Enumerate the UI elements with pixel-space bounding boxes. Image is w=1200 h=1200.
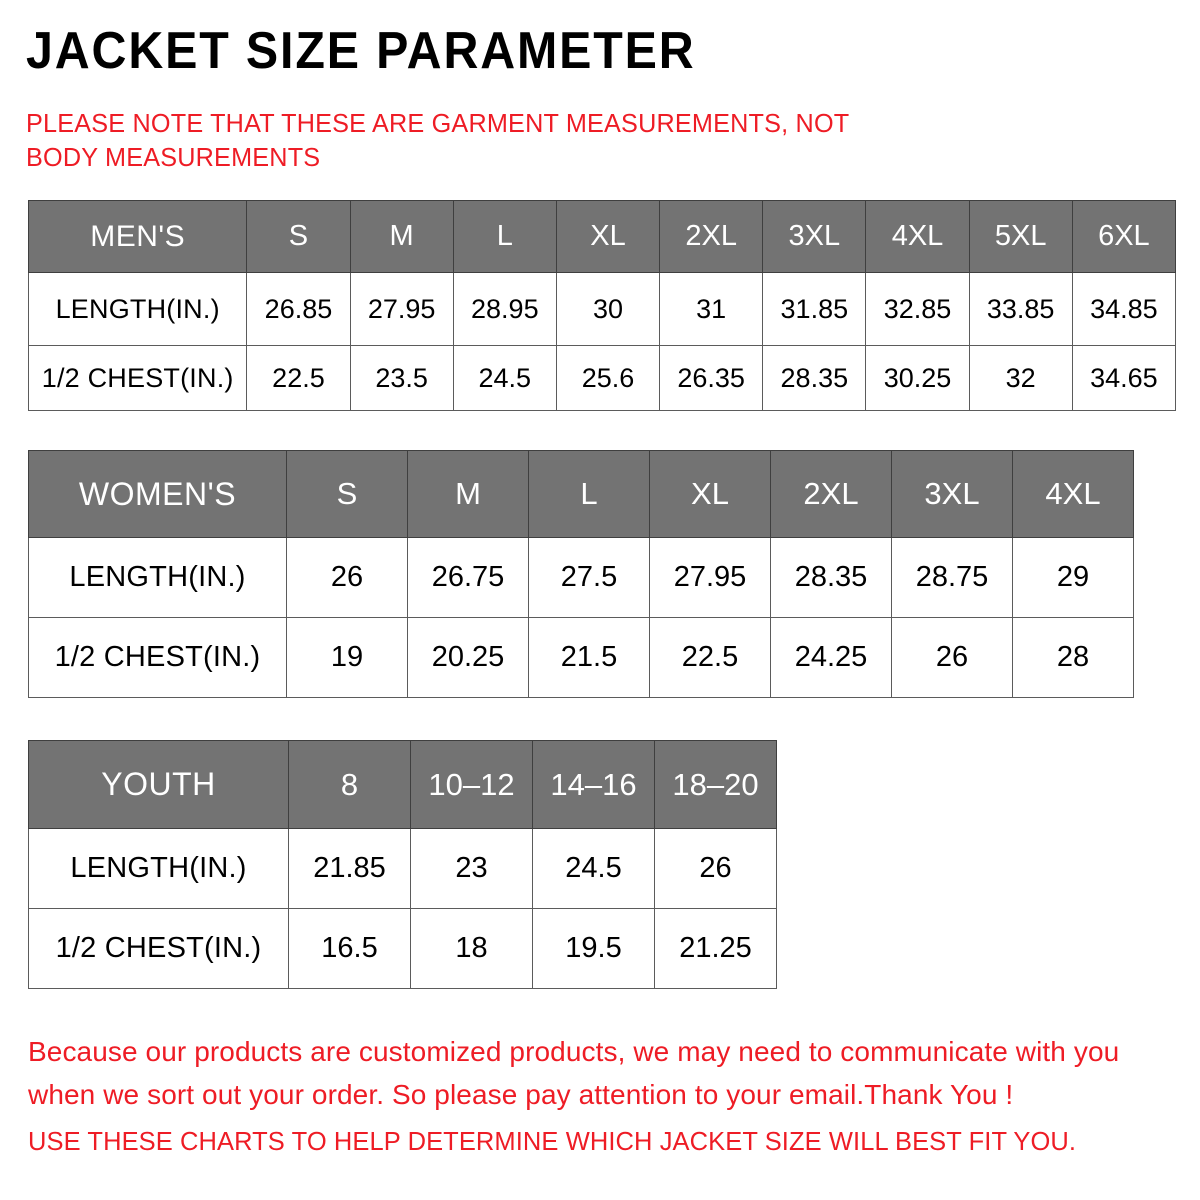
- category-header-mens: MEN'S: [27, 200, 248, 273]
- measurement-value: 31.85: [762, 272, 867, 346]
- measurement-label: LENGTH(IN.): [28, 537, 287, 618]
- size-header-2xl: 2XL: [770, 450, 892, 538]
- table-row: LENGTH(IN.) 26 26.75 27.5 27.95 28.35 28.75 29: [28, 537, 1134, 618]
- size-header-m: M: [407, 450, 529, 538]
- mens-size-table: MEN'S S M L XL 2XL 3XL 4XL 5XL 6XL LENGTH(IN.) 26.…: [27, 200, 1177, 411]
- measurement-value: 28.35: [770, 537, 892, 618]
- size-header-10-12: 10–12: [410, 740, 533, 829]
- table-header-row: MEN'S S M L XL 2XL 3XL 4XL 5XL 6XL: [27, 200, 1177, 273]
- table-header-row: YOUTH 8 10–12 14–16 18–20: [28, 740, 777, 829]
- measurement-value: 23.5: [349, 345, 454, 411]
- measurement-value: 24.5: [452, 345, 557, 411]
- measurement-value: 23: [410, 828, 533, 909]
- measurement-value: 30: [555, 272, 661, 346]
- measurement-value: 34.85: [1071, 272, 1177, 346]
- measurement-value: 21.85: [288, 828, 411, 909]
- size-header-s: S: [246, 200, 351, 273]
- page-title: JACKET SIZE PARAMETER: [26, 22, 696, 80]
- size-header-8: 8: [288, 740, 411, 829]
- size-header-xl: XL: [555, 200, 661, 273]
- size-header-m: M: [349, 200, 454, 273]
- measurement-value: 19: [286, 617, 408, 698]
- measurement-value: 30.25: [865, 345, 970, 411]
- measurement-value: 27.95: [349, 272, 454, 346]
- size-header-l: L: [452, 200, 557, 273]
- measurement-label: LENGTH(IN.): [27, 272, 248, 346]
- youth-table-body: LENGTH(IN.) 21.85 23 24.5 26 1/2 CHEST(IN.) 16…: [28, 828, 777, 989]
- measurement-value: 26.85: [246, 272, 351, 346]
- measurement-label: 1/2 CHEST(IN.): [28, 617, 287, 698]
- table-header-row: WOMEN'S S M L XL 2XL 3XL 4XL: [28, 450, 1134, 538]
- table-row: LENGTH(IN.) 26.85 27.95 28.95 30 31 31.85 32.85…: [27, 272, 1177, 346]
- size-header-4xl: 4XL: [865, 200, 970, 273]
- youth-size-table: YOUTH 8 10–12 14–16 18–20 LENGTH(IN.) 21.85 23…: [28, 740, 777, 989]
- measurement-value: 20.25: [407, 617, 529, 698]
- measurement-value: 25.6: [555, 345, 661, 411]
- size-header-18-20: 18–20: [654, 740, 777, 829]
- size-header-s: S: [286, 450, 408, 538]
- measurement-value: 33.85: [968, 272, 1073, 346]
- womens-size-table: WOMEN'S S M L XL 2XL 3XL 4XL LENGTH(IN.) 26 26.75…: [28, 450, 1134, 698]
- measurement-value: 26.35: [659, 345, 764, 411]
- measurement-value: 32.85: [865, 272, 970, 346]
- size-header-4xl: 4XL: [1012, 450, 1134, 538]
- measurement-value: 27.95: [649, 537, 771, 618]
- measurement-value: 28.35: [762, 345, 867, 411]
- youth-table-head: YOUTH 8 10–12 14–16 18–20: [28, 740, 777, 829]
- measurement-value: 28.75: [891, 537, 1013, 618]
- measurement-value: 22.5: [246, 345, 351, 411]
- size-header-14-16: 14–16: [532, 740, 655, 829]
- measurement-value: 28.95: [452, 272, 557, 346]
- measurement-value: 19.5: [532, 908, 655, 989]
- womens-table-body: LENGTH(IN.) 26 26.75 27.5 27.95 28.35 28.75 29 1…: [28, 537, 1134, 698]
- mens-table-head: MEN'S S M L XL 2XL 3XL 4XL 5XL 6XL: [27, 200, 1177, 273]
- measurement-value: 28: [1012, 617, 1134, 698]
- measurement-value: 22.5: [649, 617, 771, 698]
- measurement-value: 24.25: [770, 617, 892, 698]
- measurement-value: 16.5: [288, 908, 411, 989]
- measurement-label: LENGTH(IN.): [28, 828, 289, 909]
- size-header-2xl: 2XL: [659, 200, 764, 273]
- size-header-6xl: 6XL: [1071, 200, 1177, 273]
- measurement-value: 26: [654, 828, 777, 909]
- table-row: LENGTH(IN.) 21.85 23 24.5 26: [28, 828, 777, 909]
- measurement-value: 26: [286, 537, 408, 618]
- category-header-youth: YOUTH: [28, 740, 289, 829]
- measurement-value: 26.75: [407, 537, 529, 618]
- size-header-5xl: 5XL: [968, 200, 1073, 273]
- size-header-3xl: 3XL: [762, 200, 867, 273]
- measurement-value: 26: [891, 617, 1013, 698]
- measurement-value: 21.5: [528, 617, 650, 698]
- table-row: 1/2 CHEST(IN.) 22.5 23.5 24.5 25.6 26.35 28.35…: [27, 345, 1177, 411]
- measurement-label: 1/2 CHEST(IN.): [28, 908, 289, 989]
- measurement-value: 32: [968, 345, 1073, 411]
- garment-measurement-notice: PLEASE NOTE THAT THESE ARE GARMENT MEASU…: [26, 108, 849, 172]
- customization-notice: Because our products are customized prod…: [28, 1036, 1120, 1110]
- measurement-value: 27.5: [528, 537, 650, 618]
- womens-table-head: WOMEN'S S M L XL 2XL 3XL 4XL: [28, 450, 1134, 538]
- size-header-3xl: 3XL: [891, 450, 1013, 538]
- measurement-label: 1/2 CHEST(IN.): [27, 345, 248, 411]
- measurement-value: 21.25: [654, 908, 777, 989]
- size-header-l: L: [528, 450, 650, 538]
- measurement-value: 24.5: [532, 828, 655, 909]
- table-row: 1/2 CHEST(IN.) 19 20.25 21.5 22.5 24.25 26 28: [28, 617, 1134, 698]
- table-row: 1/2 CHEST(IN.) 16.5 18 19.5 21.25: [28, 908, 777, 989]
- measurement-value: 18: [410, 908, 533, 989]
- mens-table-body: LENGTH(IN.) 26.85 27.95 28.95 30 31 31.85 32.85…: [27, 272, 1177, 411]
- measurement-value: 31: [659, 272, 764, 346]
- measurement-value: 34.65: [1071, 345, 1177, 411]
- measurement-value: 29: [1012, 537, 1134, 618]
- use-charts-notice: USE THESE CHARTS TO HELP DETERMINE WHICH…: [28, 1126, 1077, 1156]
- category-header-womens: WOMEN'S: [28, 450, 287, 538]
- size-header-xl: XL: [649, 450, 771, 538]
